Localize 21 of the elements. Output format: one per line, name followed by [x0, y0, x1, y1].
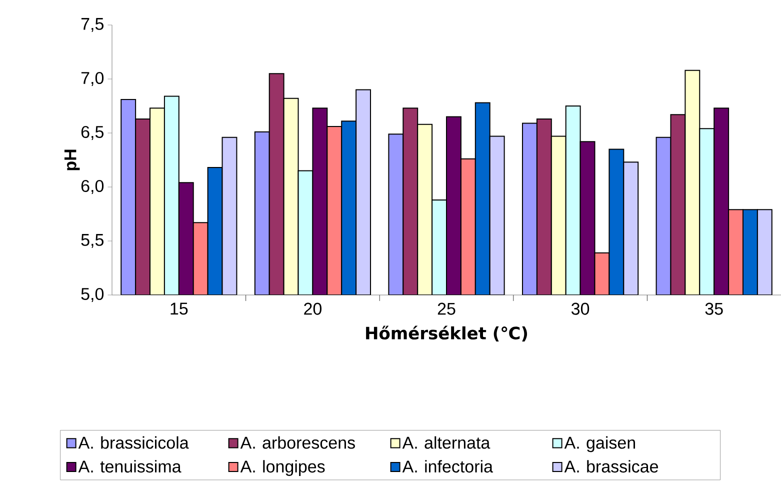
y-tick-label: 5,0 [81, 288, 104, 302]
x-tick-label: 15 [170, 302, 188, 315]
legend-label: A. tenuissima [78, 460, 182, 473]
legend-label: A. arborescens [240, 436, 355, 449]
legend-label: A. gaisen [564, 436, 635, 452]
x-tick-label: 20 [304, 302, 322, 315]
legend-label: A. brassicae [564, 460, 658, 473]
y-tick-label: 7,0 [81, 72, 104, 86]
x-tick-label: 35 [705, 302, 723, 315]
y-axis-title: pH [64, 150, 80, 170]
y-tick-label: 6,5 [81, 126, 104, 140]
legend-label: A. infectoria [402, 460, 494, 473]
legend-label: A. brassicicola [78, 436, 189, 449]
legend-label: A. alternata [402, 436, 490, 449]
y-tick-label: 5,5 [81, 234, 104, 248]
y-tick-label: 6,0 [81, 180, 104, 194]
legend-label: A. longipes [240, 460, 325, 476]
y-tick-label: 7,5 [81, 18, 104, 32]
x-tick-label: 25 [438, 302, 456, 315]
x-axis-title: Hőmérséklet (℃) [366, 326, 528, 342]
x-tick-label: 30 [571, 302, 590, 315]
